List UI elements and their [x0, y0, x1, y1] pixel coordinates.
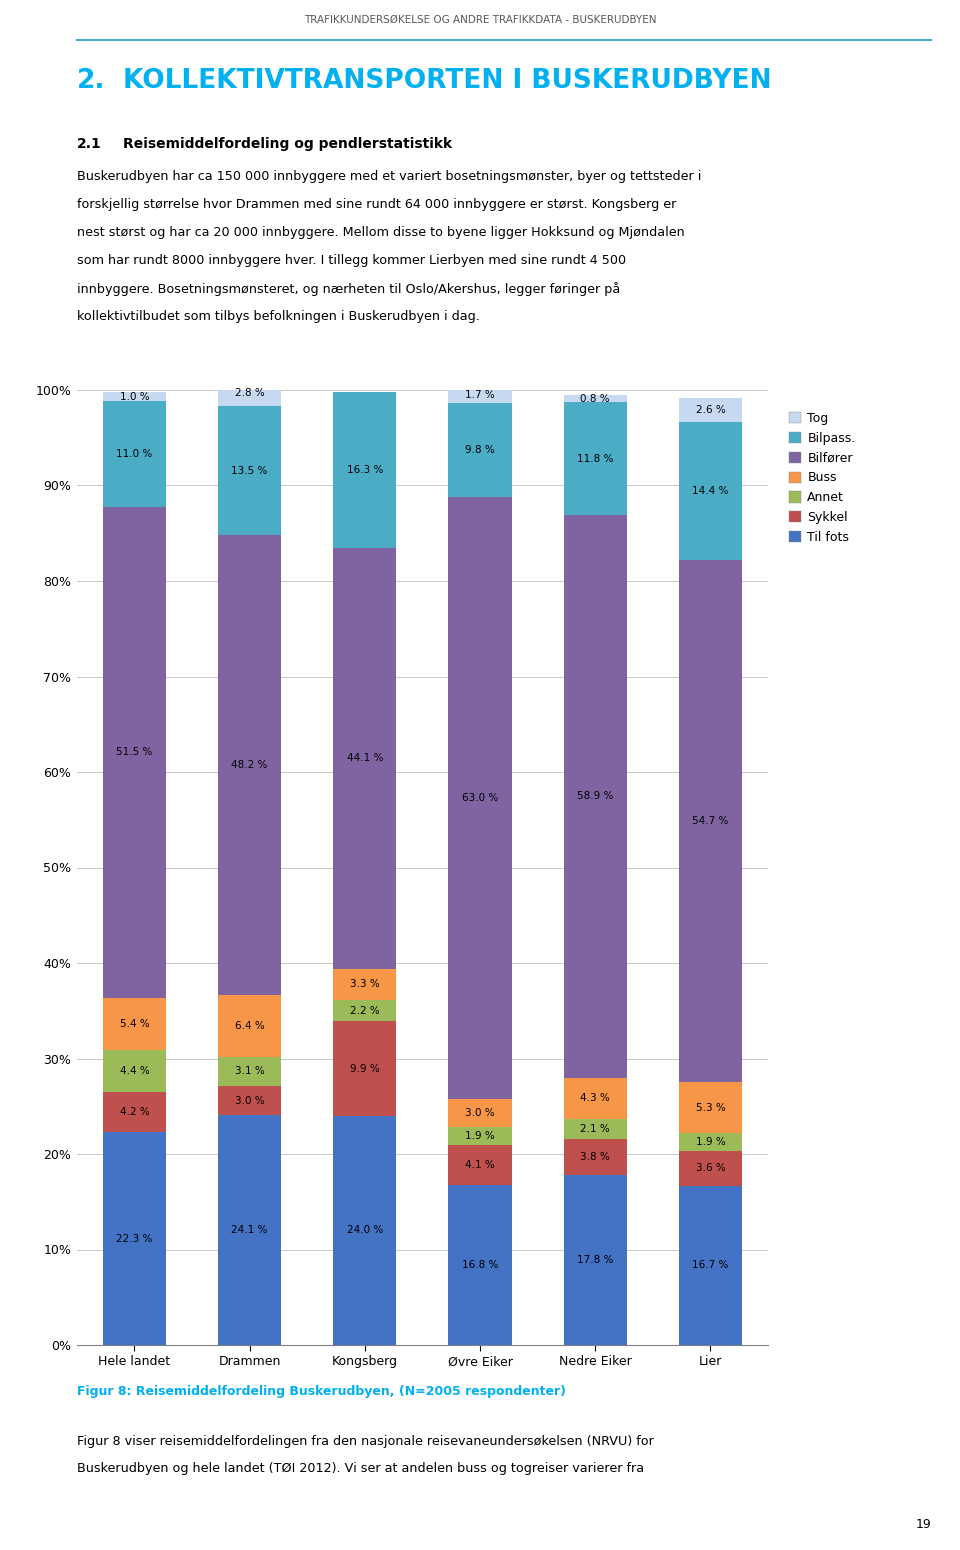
Bar: [103, 998, 166, 1049]
Bar: [448, 1099, 512, 1127]
Bar: [564, 1175, 627, 1345]
Text: 13.5 %: 13.5 %: [231, 465, 268, 476]
Text: 4.2 %: 4.2 %: [120, 1107, 149, 1118]
Bar: [103, 1091, 166, 1132]
Text: 22.3 %: 22.3 %: [116, 1234, 153, 1243]
Text: 11.0 %: 11.0 %: [116, 449, 153, 459]
Text: 3.8 %: 3.8 %: [581, 1152, 610, 1162]
Text: 1.7 %: 1.7 %: [466, 391, 494, 400]
Text: forskjellig størrelse hvor Drammen med sine rundt 64 000 innbyggere er størst. K: forskjellig størrelse hvor Drammen med s…: [77, 198, 676, 211]
Bar: [103, 401, 166, 507]
Text: 6.4 %: 6.4 %: [235, 1021, 264, 1031]
Text: TRAFIKKUNDERSØKELSE OG ANDRE TRAFIKKDATA - BUSKERUDBYEN: TRAFIKKUNDERSØKELSE OG ANDRE TRAFIKKDATA…: [303, 16, 657, 25]
Text: 1.0 %: 1.0 %: [120, 392, 149, 401]
Text: 19: 19: [916, 1519, 931, 1531]
Text: 54.7 %: 54.7 %: [692, 817, 729, 826]
Bar: [218, 1057, 281, 1087]
Bar: [564, 395, 627, 403]
Bar: [448, 403, 512, 498]
Text: 17.8 %: 17.8 %: [577, 1256, 613, 1265]
Text: 9.9 %: 9.9 %: [350, 1063, 379, 1074]
Bar: [218, 1114, 281, 1345]
Bar: [218, 406, 281, 535]
Bar: [448, 1145, 512, 1184]
Text: 0.8 %: 0.8 %: [581, 394, 610, 403]
Text: 5.4 %: 5.4 %: [120, 1018, 149, 1029]
Bar: [448, 1184, 512, 1345]
Text: 3.0 %: 3.0 %: [466, 1108, 494, 1118]
Text: 48.2 %: 48.2 %: [231, 761, 268, 770]
Bar: [218, 535, 281, 995]
Bar: [333, 969, 396, 1000]
Text: 1.9 %: 1.9 %: [466, 1132, 494, 1141]
Text: 24.0 %: 24.0 %: [347, 1226, 383, 1235]
Text: innbyggere. Bosetningsmønsteret, og nærheten til Oslo/Akershus, legger føringer : innbyggere. Bosetningsmønsteret, og nærh…: [77, 282, 620, 296]
Text: 3.3 %: 3.3 %: [350, 980, 379, 989]
Bar: [679, 1186, 742, 1345]
Legend: Tog, Bilpass., Bilfører, Buss, Annet, Sykkel, Til fots: Tog, Bilpass., Bilfører, Buss, Annet, Sy…: [789, 412, 855, 544]
Text: 63.0 %: 63.0 %: [462, 792, 498, 803]
Text: 16.8 %: 16.8 %: [462, 1260, 498, 1269]
Text: 24.1 %: 24.1 %: [231, 1224, 268, 1235]
Text: 51.5 %: 51.5 %: [116, 747, 153, 758]
Text: Buskerudbyen har ca 150 000 innbyggere med et variert bosetningsmønster, byer og: Buskerudbyen har ca 150 000 innbyggere m…: [77, 170, 701, 183]
Text: 4.1 %: 4.1 %: [466, 1159, 494, 1170]
Bar: [448, 1127, 512, 1145]
Bar: [218, 995, 281, 1057]
Bar: [564, 1077, 627, 1119]
Bar: [564, 1139, 627, 1175]
Text: 58.9 %: 58.9 %: [577, 792, 613, 801]
Bar: [333, 392, 396, 547]
Bar: [564, 403, 627, 515]
Bar: [333, 547, 396, 969]
Bar: [333, 1000, 396, 1021]
Text: 2.1: 2.1: [77, 136, 102, 150]
Bar: [103, 392, 166, 401]
Bar: [564, 515, 627, 1077]
Bar: [679, 423, 742, 560]
Text: 11.8 %: 11.8 %: [577, 454, 613, 463]
Text: 3.1 %: 3.1 %: [235, 1066, 264, 1076]
Text: nest størst og har ca 20 000 innbyggere. Mellom disse to byene ligger Hokksund o: nest størst og har ca 20 000 innbyggere.…: [77, 226, 684, 239]
Bar: [333, 1021, 396, 1116]
Bar: [218, 380, 281, 406]
Bar: [564, 1119, 627, 1139]
Text: KOLLEKTIVTRANSPORTEN I BUSKERUDBYEN: KOLLEKTIVTRANSPORTEN I BUSKERUDBYEN: [123, 68, 772, 95]
Bar: [679, 1082, 742, 1133]
Text: 2.8 %: 2.8 %: [235, 388, 264, 398]
Bar: [333, 1116, 396, 1345]
Text: Figur 8 viser reisemiddelfordelingen fra den nasjonale reisevaneundersøkelsen (N: Figur 8 viser reisemiddelfordelingen fra…: [77, 1435, 654, 1448]
Text: 2.1 %: 2.1 %: [581, 1124, 610, 1133]
Text: 44.1 %: 44.1 %: [347, 753, 383, 763]
Bar: [103, 1132, 166, 1345]
Text: Reisemiddelfordeling og pendlerstatistikk: Reisemiddelfordeling og pendlerstatistik…: [123, 136, 452, 150]
Bar: [679, 398, 742, 423]
Bar: [448, 388, 512, 403]
Text: Buskerudbyen og hele landet (TØI 2012). Vi ser at andelen buss og togreiser vari: Buskerudbyen og hele landet (TØI 2012). …: [77, 1462, 644, 1476]
Text: 5.3 %: 5.3 %: [696, 1102, 725, 1113]
Text: 3.6 %: 3.6 %: [696, 1164, 725, 1173]
Text: 4.4 %: 4.4 %: [120, 1066, 149, 1076]
Text: 2.: 2.: [77, 68, 106, 95]
Text: 16.7 %: 16.7 %: [692, 1260, 729, 1271]
Bar: [679, 560, 742, 1082]
Text: 1.9 %: 1.9 %: [696, 1138, 725, 1147]
Text: kollektivtilbudet som tilbys befolkningen i Buskerudbyen i dag.: kollektivtilbudet som tilbys befolkninge…: [77, 310, 480, 322]
Text: 14.4 %: 14.4 %: [692, 487, 729, 496]
Bar: [103, 507, 166, 998]
Text: 9.8 %: 9.8 %: [466, 445, 494, 456]
Text: 3.0 %: 3.0 %: [235, 1096, 264, 1105]
Text: som har rundt 8000 innbyggere hver. I tillegg kommer Lierbyen med sine rundt 4 5: som har rundt 8000 innbyggere hver. I ti…: [77, 254, 626, 267]
Bar: [448, 498, 512, 1099]
Text: 2.6 %: 2.6 %: [696, 405, 725, 415]
Text: 16.3 %: 16.3 %: [347, 465, 383, 474]
Bar: [679, 1133, 742, 1152]
Bar: [103, 1049, 166, 1091]
Text: Figur 8: Reisemiddelfordeling Buskerudbyen, (N=2005 respondenter): Figur 8: Reisemiddelfordeling Buskerudby…: [77, 1386, 565, 1398]
Bar: [218, 1087, 281, 1114]
Text: 4.3 %: 4.3 %: [581, 1093, 610, 1104]
Text: 2.2 %: 2.2 %: [350, 1006, 379, 1015]
Bar: [679, 1152, 742, 1186]
